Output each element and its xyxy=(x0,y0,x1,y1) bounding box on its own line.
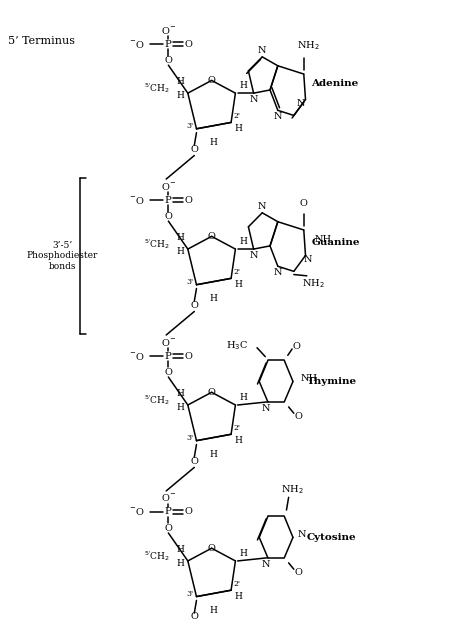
Text: H: H xyxy=(235,592,243,601)
Text: N: N xyxy=(273,268,282,277)
Text: O: O xyxy=(184,352,192,361)
Text: H: H xyxy=(210,294,218,303)
Text: P: P xyxy=(165,352,172,361)
Text: NH$_2$: NH$_2$ xyxy=(302,278,325,290)
Text: H: H xyxy=(176,545,184,554)
Text: N: N xyxy=(249,95,258,104)
Text: O: O xyxy=(300,199,308,208)
Text: H: H xyxy=(176,77,184,86)
Text: O: O xyxy=(164,524,172,533)
Text: O$^{-}$: O$^{-}$ xyxy=(161,492,176,503)
Text: H: H xyxy=(176,233,184,242)
Text: O: O xyxy=(164,368,172,377)
Text: O: O xyxy=(294,568,302,577)
Text: O$^{-}$: O$^{-}$ xyxy=(161,24,176,36)
Text: P: P xyxy=(165,196,172,205)
Text: H: H xyxy=(235,125,243,134)
Text: O: O xyxy=(294,412,302,421)
Text: O: O xyxy=(292,342,301,351)
Text: H$_3$C: H$_3$C xyxy=(226,339,248,352)
Text: $^{-}$O: $^{-}$O xyxy=(129,195,145,205)
Text: $^{5'}$CH$_2$: $^{5'}$CH$_2$ xyxy=(144,393,170,407)
Text: O: O xyxy=(191,144,198,153)
Text: 2': 2' xyxy=(233,424,240,432)
Text: 3': 3' xyxy=(186,434,193,442)
Text: O: O xyxy=(208,76,216,85)
Text: O$^{-}$: O$^{-}$ xyxy=(161,336,176,347)
Text: H: H xyxy=(210,138,218,147)
Text: N: N xyxy=(262,560,270,569)
Text: O: O xyxy=(164,56,172,65)
Text: H: H xyxy=(210,450,218,459)
Text: $^{5'}$CH$_2$: $^{5'}$CH$_2$ xyxy=(144,237,170,251)
Text: $^{-}$O: $^{-}$O xyxy=(129,39,145,49)
Text: 3': 3' xyxy=(186,590,193,598)
Text: $^{-}$O: $^{-}$O xyxy=(129,507,145,517)
Text: H: H xyxy=(176,559,184,568)
Text: N: N xyxy=(303,255,312,264)
Text: N: N xyxy=(258,46,266,55)
Text: O: O xyxy=(208,388,216,397)
Text: H: H xyxy=(210,606,218,615)
Text: Thymine: Thymine xyxy=(307,377,357,386)
Text: O: O xyxy=(208,544,216,553)
Text: H: H xyxy=(239,237,247,246)
Text: 2': 2' xyxy=(233,112,240,120)
Text: O: O xyxy=(191,456,198,465)
Text: O: O xyxy=(191,612,198,621)
Text: H: H xyxy=(239,393,247,402)
Text: H: H xyxy=(235,280,243,290)
Text: O: O xyxy=(184,196,192,205)
Text: N: N xyxy=(297,530,306,539)
Text: N: N xyxy=(249,251,258,260)
Text: P: P xyxy=(165,40,172,49)
Text: O: O xyxy=(191,300,198,309)
Text: H: H xyxy=(239,81,247,90)
Text: NH: NH xyxy=(314,235,331,244)
Text: N: N xyxy=(297,99,306,108)
Text: 2': 2' xyxy=(233,268,240,276)
Text: $^{-}$O: $^{-}$O xyxy=(129,351,145,361)
Text: O: O xyxy=(164,212,172,221)
Text: Cytosine: Cytosine xyxy=(307,533,356,542)
Text: NH: NH xyxy=(301,374,318,383)
Text: H: H xyxy=(176,389,184,398)
Text: N: N xyxy=(258,202,266,211)
Text: 5’ Terminus: 5’ Terminus xyxy=(9,36,75,46)
Text: 3’-5’
Phosphodiester
bonds: 3’-5’ Phosphodiester bonds xyxy=(27,241,98,271)
Text: 2': 2' xyxy=(233,580,240,588)
Text: $^{5'}$CH$_2$: $^{5'}$CH$_2$ xyxy=(144,81,170,95)
Text: NH$_2$: NH$_2$ xyxy=(281,483,303,496)
Text: O: O xyxy=(184,40,192,49)
Text: O: O xyxy=(184,507,192,516)
Text: O: O xyxy=(208,232,216,241)
Text: NH$_2$: NH$_2$ xyxy=(297,39,319,52)
Text: Guanine: Guanine xyxy=(311,238,360,247)
Text: H: H xyxy=(176,403,184,412)
Text: 3': 3' xyxy=(186,278,193,286)
Text: H: H xyxy=(176,247,184,256)
Text: H: H xyxy=(239,549,247,558)
Text: N: N xyxy=(273,112,282,121)
Text: P: P xyxy=(165,507,172,516)
Text: O$^{-}$: O$^{-}$ xyxy=(161,180,176,191)
Text: H: H xyxy=(176,91,184,100)
Text: $^{5'}$CH$_2$: $^{5'}$CH$_2$ xyxy=(144,549,170,563)
Text: H: H xyxy=(235,436,243,445)
Text: Adenine: Adenine xyxy=(311,79,358,88)
Text: 3': 3' xyxy=(186,122,193,130)
Text: N: N xyxy=(262,404,270,413)
